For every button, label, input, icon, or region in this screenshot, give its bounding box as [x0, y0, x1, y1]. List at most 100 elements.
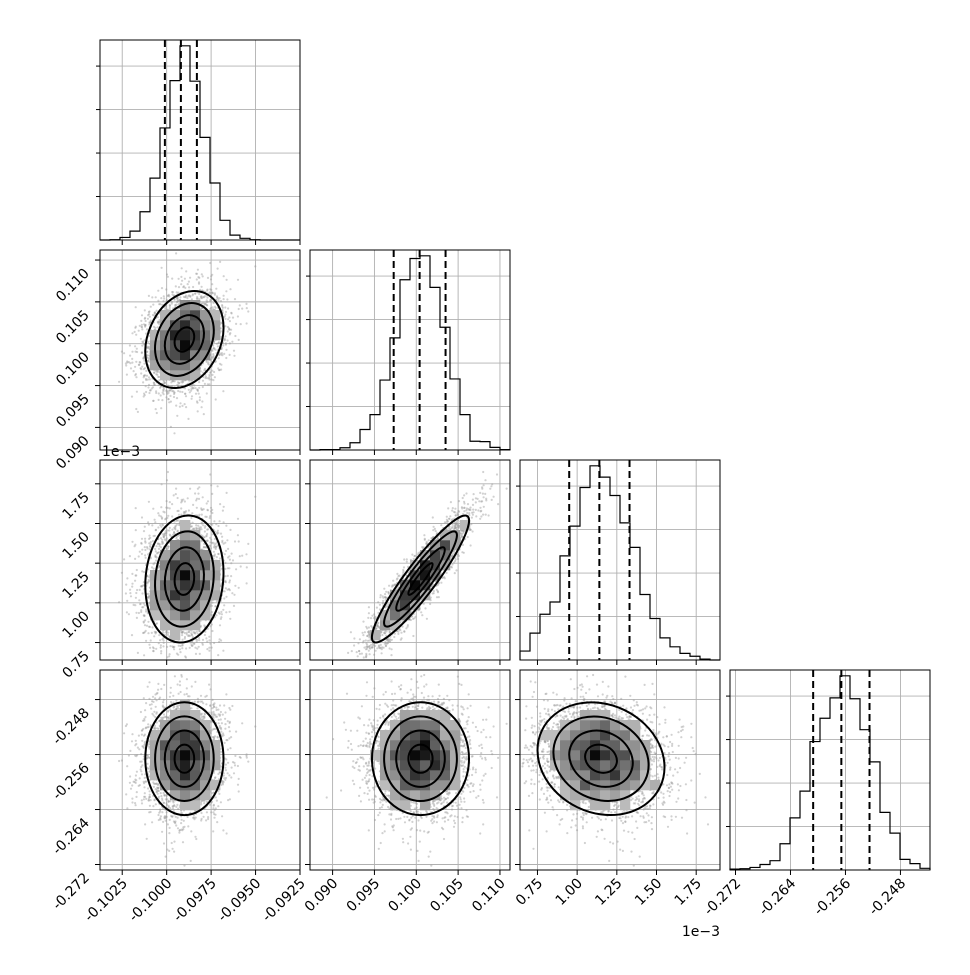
sample-point — [172, 380, 174, 382]
sample-point — [166, 646, 168, 648]
sample-point — [227, 575, 229, 577]
sample-point — [221, 568, 223, 570]
sample-point — [246, 322, 248, 324]
sample-point — [175, 493, 177, 495]
sample-point — [188, 389, 190, 391]
sample-point — [160, 650, 162, 652]
sample-point — [222, 344, 224, 346]
sample-point — [173, 396, 175, 398]
sample-point — [139, 361, 141, 363]
sample-point — [194, 387, 196, 389]
sample-point — [131, 541, 133, 543]
sample-point — [150, 320, 152, 322]
sample-point — [164, 538, 166, 540]
sample-point — [169, 304, 171, 306]
sample-point — [170, 426, 172, 428]
sample-point — [214, 376, 216, 378]
sample-point — [141, 553, 143, 555]
sample-point — [232, 317, 234, 319]
sample-point — [229, 333, 231, 335]
sample-point — [225, 587, 227, 589]
sample-point — [225, 342, 227, 344]
sample-point — [147, 379, 149, 381]
sample-point — [228, 328, 230, 330]
sample-point — [202, 386, 204, 388]
sample-point — [229, 288, 231, 290]
sample-point — [153, 635, 155, 637]
sample-point — [223, 353, 225, 355]
sample-point — [158, 634, 160, 636]
sample-point — [191, 395, 193, 397]
sample-point — [217, 268, 219, 270]
sample-point — [222, 390, 224, 392]
sample-point — [205, 376, 207, 378]
sample-point — [148, 295, 150, 297]
sample-point — [140, 603, 142, 605]
sample-point — [152, 314, 154, 316]
sample-point — [135, 351, 137, 353]
sample-point — [202, 296, 204, 298]
sample-point — [144, 367, 146, 369]
sample-point — [187, 295, 189, 297]
sample-point — [211, 356, 213, 358]
sample-point — [199, 653, 201, 655]
sample-point — [219, 363, 221, 365]
sample-point — [207, 361, 209, 363]
sample-point — [151, 387, 153, 389]
sample-point — [198, 293, 200, 295]
sample-point — [161, 267, 163, 269]
sample-point — [145, 610, 147, 612]
sample-point — [219, 557, 221, 559]
sample-point — [238, 587, 240, 589]
sample-point — [169, 308, 171, 310]
sample-point — [143, 393, 145, 395]
sample-point — [156, 545, 158, 547]
sample-point — [144, 549, 146, 551]
sample-point — [131, 583, 133, 585]
sample-point — [158, 303, 160, 305]
panel-frame — [520, 460, 720, 660]
sample-point — [216, 297, 218, 299]
sample-point — [199, 399, 201, 401]
sample-point — [134, 544, 136, 546]
sample-point — [235, 323, 237, 325]
sample-point — [173, 393, 175, 395]
sample-point — [238, 308, 240, 310]
sample-point — [161, 539, 163, 541]
sample-point — [180, 645, 182, 647]
sample-point — [211, 630, 213, 632]
sample-point — [152, 304, 154, 306]
sample-point — [224, 313, 226, 315]
sample-point — [166, 390, 168, 392]
sample-point — [212, 308, 214, 310]
grid-lines — [537, 460, 696, 660]
sample-point — [227, 318, 229, 320]
sample-point — [169, 507, 171, 509]
sample-point — [125, 592, 127, 594]
sample-point — [179, 402, 181, 404]
sample-point — [134, 345, 136, 347]
sample-point — [187, 497, 189, 499]
sample-point — [196, 402, 198, 404]
sample-point — [194, 492, 196, 494]
sample-point — [195, 653, 197, 655]
sample-point — [144, 374, 146, 376]
sample-point — [147, 521, 149, 523]
sample-point — [169, 527, 171, 529]
sample-point — [135, 612, 137, 614]
sample-point — [145, 320, 147, 322]
sample-point — [234, 298, 236, 300]
sample-point — [148, 392, 150, 394]
sample-point — [224, 562, 226, 564]
sample-point — [155, 392, 157, 394]
sample-point — [228, 316, 230, 318]
sample-point — [148, 376, 150, 378]
sample-point — [174, 299, 176, 301]
grid-lines — [333, 250, 500, 450]
sample-point — [246, 307, 248, 309]
sample-point — [187, 418, 189, 420]
sample-point — [180, 501, 182, 503]
sample-point — [163, 393, 165, 395]
sample-point — [180, 507, 182, 509]
grid-lines — [735, 670, 900, 870]
